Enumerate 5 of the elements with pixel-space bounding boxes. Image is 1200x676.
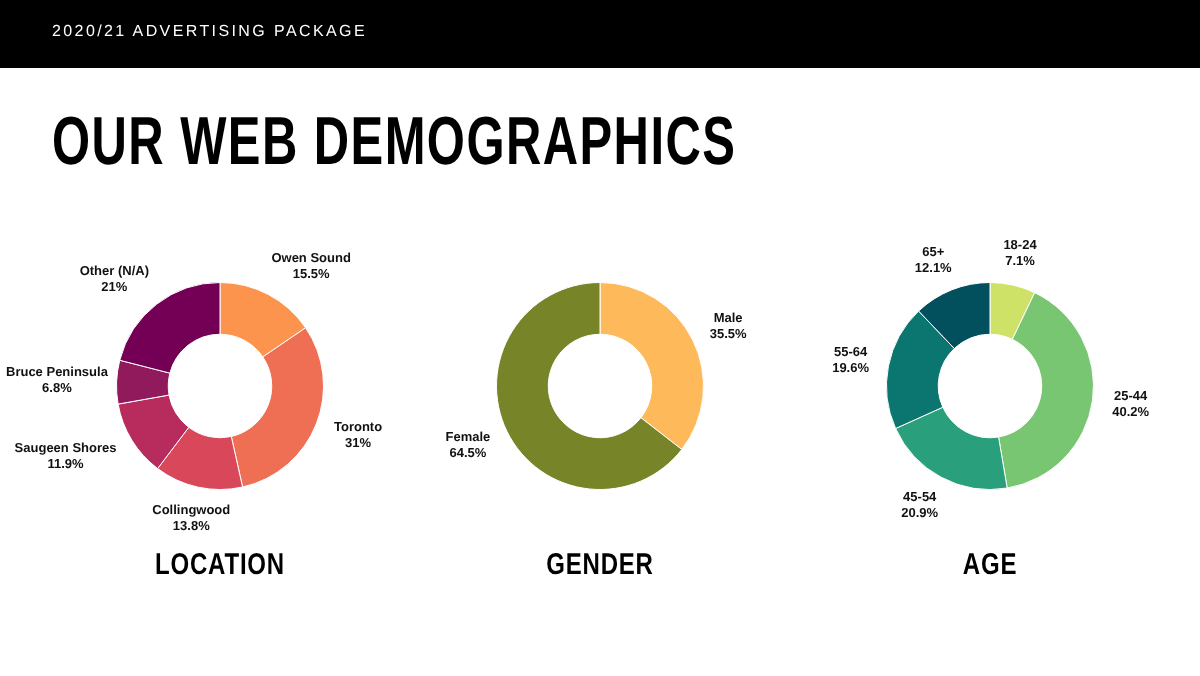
text: OUR WEB DEMOGRAPHICS xyxy=(52,104,737,182)
text: AGE xyxy=(960,548,1020,582)
text: LOCATION xyxy=(153,548,287,582)
text: 2020/21 ADVERTISING PACKAGE xyxy=(52,22,367,40)
text: GENDER xyxy=(544,548,656,582)
